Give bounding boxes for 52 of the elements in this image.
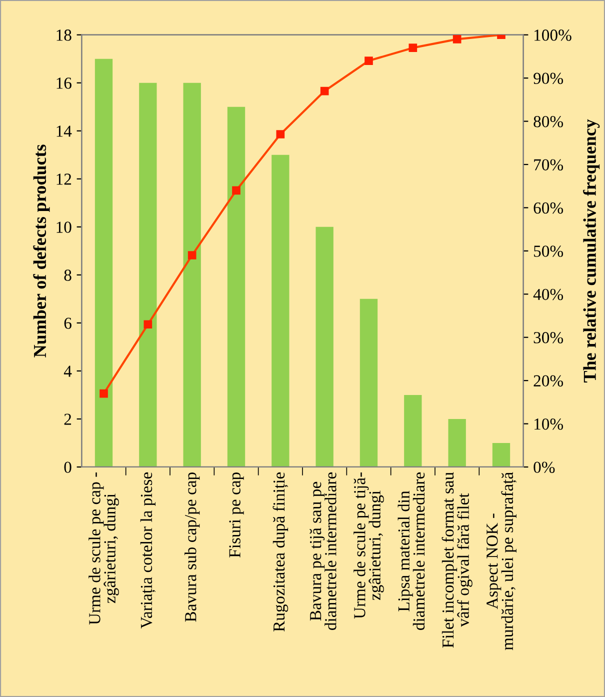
point [364,56,373,65]
x-tick-label: Filet incomplet format sau vârf ogival fără filet [442,472,472,648]
point [408,44,418,52]
y-tick-label: 6 [64,318,72,329]
y2-tick-label: 100% [534,30,572,41]
y-tick-label: 2 [64,414,72,425]
bar [94,58,113,467]
x-tick-label: Fisuri pe cap [229,472,244,558]
bar [139,82,157,467]
point [100,389,108,398]
y2-tick-label: 30% [534,332,564,344]
bar [360,298,378,467]
x-tick-label: Urme de scule pe cap - zgârieturi, dungi [88,472,119,625]
y2-tick-label: 0% [534,462,555,473]
y2-tick-label: 90% [534,72,564,84]
bar [316,226,334,467]
y2-tick-label: 40% [533,288,564,300]
x-tick-label: Rugozitatea după finiție [272,472,288,632]
y2-axis-title: The relative cumulative frequency [583,119,600,382]
bar [404,394,422,467]
bar [272,154,290,467]
point [188,251,196,260]
y-tick-label: 12 [56,174,72,185]
y-tick-label: 14 [56,126,72,137]
y2-tick-label: 50% [534,246,564,257]
y-tick-label: 18 [56,30,72,41]
x-tick-label: Lipsa material din diametrele intermediare [398,472,425,630]
y-tick-label: 10 [56,222,72,233]
y-axis-title: Number of defects products [33,144,50,358]
x-tick-label: Urme de scule pe tijă- zgârieturi, dungi [354,472,384,619]
y2-tick-label: 80% [534,116,564,128]
point [276,130,285,138]
x-tick-label: Bavura pe tijă sau pe diametrele intermediare [310,472,336,630]
x-tick-label: Bavura sub cap/pe cap [184,472,200,622]
point [144,320,152,329]
point [452,35,462,44]
y-tick-label: 16 [56,78,72,89]
bar [492,442,510,467]
y2-tick-label: 70% [534,159,564,170]
point [320,86,329,96]
bar [183,82,201,467]
y-tick-label: 8 [64,270,72,281]
y-tick-label: 0 [64,462,72,473]
y-tick-label: 4 [64,366,72,377]
point [232,186,240,195]
y2-tick-label: 20% [534,375,564,387]
bar [227,106,246,467]
y2-tick-label: 60% [534,202,564,214]
bar [448,418,466,467]
x-tick-label: Aspect NOK - murdărie, ulei pe suprafață [486,472,516,650]
y2-tick-label: 10% [534,418,564,430]
x-tick-label: Variația cotelor la piese [140,472,156,629]
